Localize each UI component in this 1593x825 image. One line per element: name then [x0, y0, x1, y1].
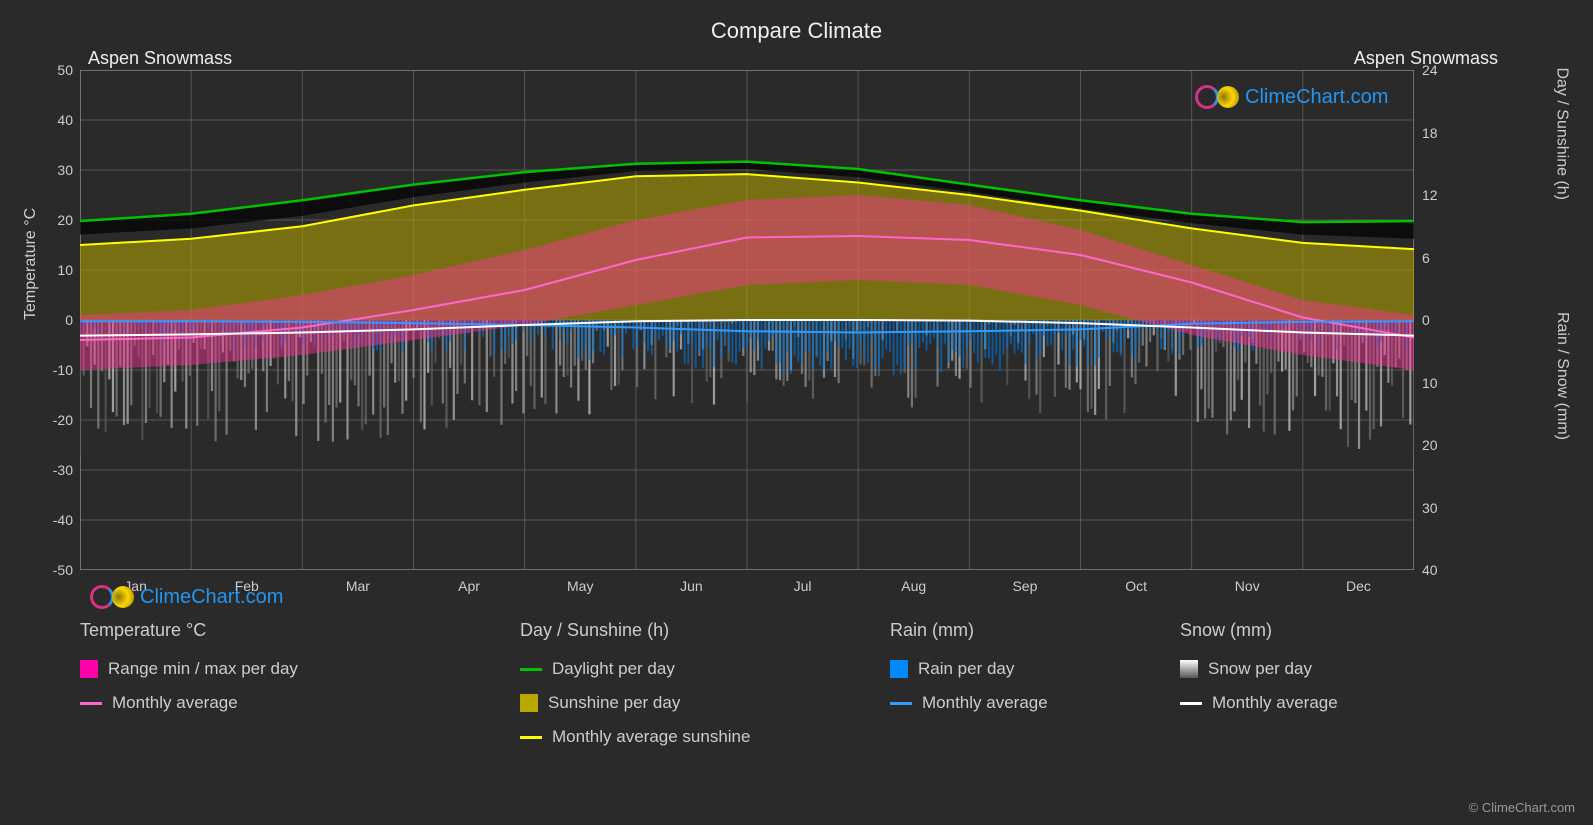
- tick-month: Jul: [794, 578, 812, 594]
- legend-swatch: [520, 694, 538, 712]
- legend-item: Sunshine per day: [520, 693, 890, 713]
- tick-left: -10: [33, 362, 73, 378]
- tick-month: Sep: [1012, 578, 1037, 594]
- tick-left: 50: [33, 62, 73, 78]
- legend-label: Monthly average sunshine: [552, 727, 750, 747]
- legend-item: Snow per day: [1180, 659, 1430, 679]
- tick-right: 12: [1422, 187, 1438, 203]
- tick-month: Jun: [680, 578, 703, 594]
- legend-swatch: [80, 702, 102, 705]
- tick-month: Dec: [1346, 578, 1371, 594]
- tick-left: -50: [33, 562, 73, 578]
- tick-right: 30: [1422, 500, 1438, 516]
- tick-month: Aug: [901, 578, 926, 594]
- tick-left: 10: [33, 262, 73, 278]
- legend: Temperature °C Range min / max per day Mon…: [80, 620, 1480, 747]
- legend-swatch: [1180, 660, 1198, 678]
- legend-swatch: [1180, 702, 1202, 705]
- legend-item: Monthly average: [1180, 693, 1430, 713]
- climate-chart: [80, 70, 1414, 570]
- legend-header-snow: Snow (mm): [1180, 620, 1430, 641]
- legend-label: Daylight per day: [552, 659, 675, 679]
- tick-left: -30: [33, 462, 73, 478]
- legend-label: Range min / max per day: [108, 659, 298, 679]
- tick-left: 20: [33, 212, 73, 228]
- watermark: ClimeChart.com: [90, 585, 283, 609]
- copyright: © ClimeChart.com: [1469, 800, 1575, 815]
- legend-label: Monthly average: [1212, 693, 1338, 713]
- legend-label: Sunshine per day: [548, 693, 680, 713]
- legend-item: Monthly average: [890, 693, 1180, 713]
- tick-month: Mar: [346, 578, 370, 594]
- tick-month: May: [567, 578, 593, 594]
- legend-swatch: [520, 736, 542, 739]
- legend-label: Rain per day: [918, 659, 1014, 679]
- legend-item: Monthly average: [80, 693, 520, 713]
- legend-item: Monthly average sunshine: [520, 727, 890, 747]
- legend-item: Daylight per day: [520, 659, 890, 679]
- tick-left: -20: [33, 412, 73, 428]
- chart-title: Compare Climate: [0, 0, 1593, 44]
- y-axis-right-top-label: Day / Sunshine (h): [1553, 67, 1571, 200]
- legend-swatch: [890, 660, 908, 678]
- legend-label: Monthly average: [112, 693, 238, 713]
- tick-right: 0: [1422, 312, 1430, 328]
- location-left: Aspen Snowmass: [88, 48, 232, 69]
- tick-left: -40: [33, 512, 73, 528]
- logo-c-icon: [1195, 85, 1219, 109]
- legend-header-temp: Temperature °C: [80, 620, 520, 641]
- watermark-text: ClimeChart.com: [140, 586, 283, 609]
- tick-right: 6: [1422, 250, 1430, 266]
- tick-right: 24: [1422, 62, 1438, 78]
- tick-right: 18: [1422, 125, 1438, 141]
- legend-header-rain: Rain (mm): [890, 620, 1180, 641]
- tick-right: 20: [1422, 437, 1438, 453]
- watermark-text: ClimeChart.com: [1245, 86, 1388, 109]
- logo-sun-icon: [1217, 86, 1239, 108]
- legend-label: Monthly average: [922, 693, 1048, 713]
- tick-right: 40: [1422, 562, 1438, 578]
- legend-label: Snow per day: [1208, 659, 1312, 679]
- logo-c-icon: [90, 585, 114, 609]
- legend-header-day: Day / Sunshine (h): [520, 620, 890, 641]
- watermark: ClimeChart.com: [1195, 85, 1388, 109]
- legend-item: Rain per day: [890, 659, 1180, 679]
- legend-swatch: [890, 702, 912, 705]
- logo-sun-icon: [112, 586, 134, 608]
- tick-left: 0: [33, 312, 73, 328]
- tick-month: Apr: [458, 578, 480, 594]
- y-axis-right-bottom-label: Rain / Snow (mm): [1553, 312, 1571, 440]
- legend-swatch: [520, 668, 542, 671]
- legend-swatch: [80, 660, 98, 678]
- tick-left: 40: [33, 112, 73, 128]
- tick-month: Oct: [1125, 578, 1147, 594]
- tick-right: 10: [1422, 375, 1438, 391]
- tick-month: Nov: [1235, 578, 1260, 594]
- tick-left: 30: [33, 162, 73, 178]
- legend-item: Range min / max per day: [80, 659, 520, 679]
